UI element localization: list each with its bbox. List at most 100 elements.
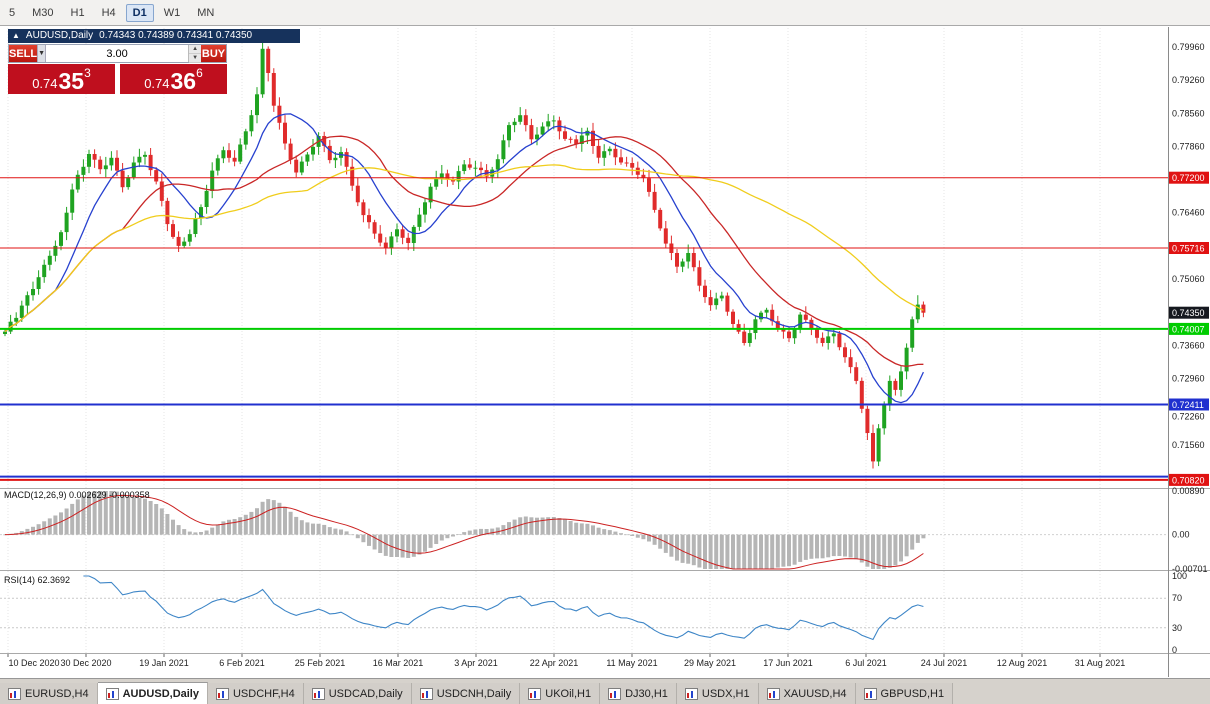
- time-axis: 10 Dec 2020 30 Dec 2020 19 Jan 2021 6 Feb 2…: [7, 654, 1126, 668]
- ma-medium-line: [4, 135, 924, 367]
- time-axis-label: 16 Mar 2021: [373, 658, 424, 668]
- sell-price-prefix: 0.74: [32, 76, 58, 91]
- sell-button[interactable]: SELL: [9, 45, 38, 62]
- volume-increase-button[interactable]: ▲: [189, 45, 202, 54]
- rsi-panel: [0, 575, 1168, 641]
- horizontal-level-lines: [0, 177, 1168, 481]
- tab-label: USDCAD,Daily: [328, 687, 403, 700]
- time-axis-label: 6 Jul 2021: [845, 658, 887, 668]
- timeframe-button-w1[interactable]: W1: [163, 6, 181, 19]
- tab-label: DJ30,H1: [625, 687, 668, 700]
- chart-tab-dj30-h1[interactable]: DJ30,H1: [600, 683, 677, 704]
- mini-chart-icon: [608, 687, 622, 700]
- time-axis-label: 29 May 2021: [684, 658, 736, 668]
- time-axis-label: 30 Dec 2020: [60, 658, 111, 668]
- panel-separators: [0, 488, 1210, 654]
- chart-tabs-bar: EURUSD,H4 AUDUSD,Daily USDCHF,H4 USDCAD,Dai…: [0, 678, 1210, 704]
- time-axis-label: 12 Aug 2021: [997, 658, 1048, 668]
- trade-controls-row: SELL ▼ ▲ ▼ BUY: [8, 44, 227, 63]
- timeframe-button-5[interactable]: 5: [9, 6, 16, 19]
- tab-label: XAUUSD,H4: [783, 687, 847, 700]
- time-axis-label: 17 Jun 2021: [763, 658, 813, 668]
- svg-text:30: 30: [1172, 623, 1182, 633]
- tab-label: USDX,H1: [701, 687, 750, 700]
- price-level-badge: [1169, 306, 1209, 319]
- svg-text:0.74007: 0.74007: [1172, 324, 1205, 334]
- trade-panel-body: SELL ▼ ▲ ▼ BUY 0.74 35 3 0.74 36 6: [8, 44, 227, 94]
- chart-tab-usdcad-daily[interactable]: USDCAD,Daily: [303, 683, 412, 704]
- svg-text:0.00890: 0.00890: [1172, 486, 1205, 496]
- chart-tab-usdchf-h4[interactable]: USDCHF,H4: [207, 683, 304, 704]
- tab-label: USDCNH,Daily: [436, 687, 512, 700]
- sell-price-sup: 3: [84, 66, 91, 80]
- time-axis-label: 19 Jan 2021: [139, 658, 189, 668]
- price-axis: 0.79960 0.79260 0.78560 0.77860 0.76460 0.750…: [1168, 27, 1209, 677]
- timeframe-button-d1[interactable]: D1: [125, 3, 154, 22]
- buy-price-prefix: 0.74: [144, 76, 170, 91]
- chart-tab-audusd-daily[interactable]: AUDUSD,Daily: [97, 682, 208, 704]
- price-level-badge: [1169, 473, 1209, 486]
- time-axis-label: 3 Apr 2021: [454, 658, 498, 668]
- sell-price-big: 35: [58, 68, 85, 94]
- candlestick-series: [3, 41, 926, 469]
- time-axis-label: 25 Feb 2021: [295, 658, 346, 668]
- chart-tab-eurusd-h4[interactable]: EURUSD,H4: [0, 683, 98, 704]
- tab-label: AUDUSD,Daily: [122, 687, 199, 700]
- time-axis-label: 11 May 2021: [606, 658, 657, 668]
- time-axis-label: 31 Aug 2021: [1075, 658, 1126, 668]
- svg-text:70: 70: [1172, 593, 1182, 603]
- time-axis-label: 24 Jul 2021: [921, 658, 968, 668]
- price-level-badge: [1169, 322, 1209, 335]
- volume-decrease-button[interactable]: ▼: [189, 54, 202, 63]
- timeframe-button-h4[interactable]: H4: [101, 6, 116, 19]
- svg-text:0.75716: 0.75716: [1172, 244, 1205, 254]
- rsi-label: RSI(14) 62.3692: [4, 575, 71, 585]
- macd-label: MACD(12,26,9) 0.002629 -0.000358: [4, 490, 150, 500]
- chart-tab-xauusd-h4[interactable]: XAUUSD,H4: [758, 683, 856, 704]
- buy-button[interactable]: BUY: [201, 45, 226, 62]
- chart-tab-ukoil-h1[interactable]: UKOil,H1: [520, 683, 601, 704]
- timeframe-button-m30[interactable]: M30: [32, 6, 54, 19]
- time-axis-label: 6 Feb 2021: [219, 658, 265, 668]
- ma-slow-line: [4, 164, 924, 333]
- mini-chart-icon: [419, 687, 433, 700]
- time-axis-label: 10 Dec 2020: [8, 658, 59, 668]
- trade-prices-row: 0.74 35 3 0.74 36 6: [8, 64, 227, 94]
- price-axis-label: 0.79960: [1172, 42, 1205, 52]
- svg-text:0: 0: [1172, 645, 1177, 655]
- price-axis-label: 0.78560: [1172, 108, 1205, 118]
- collapse-icon[interactable]: ▲: [12, 31, 20, 40]
- chart-background: [0, 27, 1210, 677]
- chart-tab-gbpusd-h1[interactable]: GBPUSD,H1: [855, 683, 954, 704]
- volume-input[interactable]: [46, 45, 189, 62]
- svg-text:0.72411: 0.72411: [1172, 400, 1204, 410]
- one-click-trading-panel: ▲ AUDUSD,Daily 0.74343 0.74389 0.74341 0…: [8, 29, 300, 94]
- timeframe-button-mn[interactable]: MN: [197, 6, 215, 19]
- price-axis-label: 0.77860: [1172, 141, 1205, 151]
- moving-averages: [4, 113, 924, 404]
- price-axis-label: 0.76460: [1172, 208, 1205, 218]
- timeframe-button-h1[interactable]: H1: [70, 6, 85, 19]
- price-axis-label: 0.72960: [1172, 374, 1205, 384]
- svg-text:-0.00701: -0.00701: [1172, 564, 1208, 574]
- price-level-badge: [1169, 398, 1209, 411]
- buy-price-sup: 6: [196, 66, 203, 80]
- volume-dropdown-button[interactable]: ▼: [37, 45, 47, 62]
- chart-tab-usdcnh-daily[interactable]: USDCNH,Daily: [411, 683, 521, 704]
- tab-label: UKOil,H1: [545, 687, 592, 700]
- mini-chart-icon: [863, 687, 877, 700]
- price-axis-label: 0.71560: [1172, 440, 1205, 450]
- svg-text:0.00: 0.00: [1172, 530, 1190, 540]
- price-axis-label: 0.72260: [1172, 412, 1205, 422]
- volume-field: ▲ ▼: [46, 45, 202, 63]
- mini-chart-icon: [311, 687, 325, 700]
- sell-price-button[interactable]: 0.74 35 3: [8, 64, 115, 94]
- mini-chart-icon: [8, 687, 21, 700]
- chart-tab-usdx-h1[interactable]: USDX,H1: [676, 683, 759, 704]
- symbol-label: AUDUSD,Daily: [25, 30, 94, 41]
- buy-price-button[interactable]: 0.74 36 6: [120, 64, 227, 94]
- ohlc-values: 0.74343 0.74389 0.74341 0.74350: [99, 30, 253, 41]
- svg-text:0.70820: 0.70820: [1172, 475, 1205, 485]
- mini-chart-icon: [105, 687, 119, 700]
